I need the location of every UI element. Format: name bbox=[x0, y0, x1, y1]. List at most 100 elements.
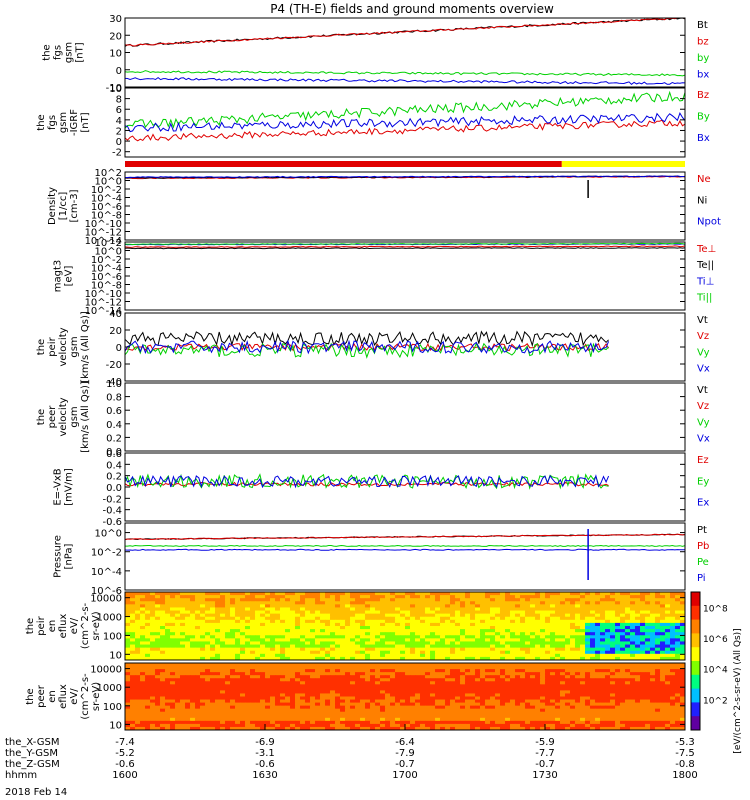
heatmap-cell bbox=[225, 675, 231, 679]
heatmap-cell bbox=[180, 653, 186, 658]
heatmap-cell bbox=[655, 681, 661, 685]
heatmap-cell bbox=[340, 616, 346, 621]
heatmap-cell bbox=[395, 613, 401, 618]
heatmap-cell bbox=[655, 641, 661, 646]
heatmap-cell bbox=[415, 632, 421, 636]
heatmap-cell bbox=[200, 663, 206, 667]
heatmap-cell bbox=[140, 653, 146, 658]
heatmap-cell bbox=[670, 644, 676, 649]
heatmap-cell bbox=[465, 702, 471, 707]
heatmap-cell bbox=[230, 675, 236, 679]
heatmap-cell bbox=[405, 604, 411, 608]
heatmap-cell bbox=[650, 616, 656, 621]
heatmap-cell bbox=[305, 616, 311, 621]
heatmap-cell bbox=[435, 604, 441, 608]
heatmap-cell bbox=[310, 641, 316, 646]
heatmap-cell bbox=[605, 650, 611, 655]
heatmap-cell bbox=[460, 681, 466, 685]
heatmap-cell bbox=[235, 647, 241, 652]
heatmap-cell bbox=[545, 595, 551, 599]
heatmap-cell bbox=[260, 672, 266, 676]
heatmap-cell bbox=[275, 598, 281, 602]
heatmap-cell bbox=[255, 702, 261, 707]
heatmap-cell bbox=[520, 708, 526, 713]
heatmap-cell bbox=[495, 675, 501, 679]
heatmap-cell bbox=[570, 656, 576, 661]
heatmap-cell bbox=[485, 601, 491, 605]
legend-entry: Pb bbox=[697, 541, 709, 552]
heatmap-cell bbox=[320, 672, 326, 676]
heatmap-cell bbox=[560, 616, 566, 621]
heatmap-cell bbox=[160, 666, 166, 670]
heatmap-cell bbox=[555, 607, 561, 612]
heatmap-cell bbox=[410, 699, 416, 704]
heatmap-cell bbox=[215, 675, 221, 679]
heatmap-cell bbox=[525, 720, 531, 725]
heatmap-cell bbox=[485, 672, 491, 676]
heatmap-cell bbox=[280, 641, 286, 646]
heatmap-cell bbox=[515, 622, 521, 627]
heatmap-cell bbox=[625, 684, 631, 688]
heatmap-cell bbox=[515, 607, 521, 612]
heatmap-cell bbox=[510, 622, 516, 627]
heatmap-cell bbox=[330, 675, 336, 679]
heatmap-cell bbox=[555, 699, 561, 704]
heatmap-cell bbox=[190, 641, 196, 646]
heatmap-cell bbox=[670, 653, 676, 658]
heatmap-cell bbox=[430, 666, 436, 670]
heatmap-cell bbox=[430, 604, 436, 608]
heatmap-cell bbox=[225, 696, 231, 701]
heatmap-cell bbox=[550, 687, 556, 691]
heatmap-cell bbox=[500, 656, 506, 661]
heatmap-cell bbox=[585, 717, 591, 722]
heatmap-cell bbox=[550, 690, 556, 694]
heatmap-cell bbox=[285, 595, 291, 599]
heatmap-cell bbox=[350, 653, 356, 658]
heatmap-cell bbox=[255, 684, 261, 688]
heatmap-cell bbox=[355, 595, 361, 599]
heatmap-cell bbox=[260, 647, 266, 652]
heatmap-cell bbox=[255, 647, 261, 652]
heatmap-cell bbox=[680, 666, 686, 670]
heatmap-cell bbox=[520, 641, 526, 646]
heatmap-cell bbox=[355, 644, 361, 649]
heatmap-cell bbox=[400, 696, 406, 701]
heatmap-cell bbox=[375, 641, 381, 646]
heatmap-cell bbox=[535, 693, 541, 697]
heatmap-cell bbox=[205, 666, 211, 670]
heatmap-cell bbox=[265, 666, 271, 670]
heatmap-cell bbox=[465, 613, 471, 618]
heatmap-cell bbox=[525, 641, 531, 646]
heatmap-cell bbox=[560, 610, 566, 615]
heatmap-cell bbox=[645, 711, 651, 716]
heatmap-cell bbox=[535, 672, 541, 676]
heatmap-cell bbox=[390, 678, 396, 682]
heatmap-cell bbox=[345, 622, 351, 627]
heatmap-cell bbox=[480, 702, 486, 707]
heatmap-cell bbox=[135, 616, 141, 621]
heatmap-cell bbox=[455, 717, 461, 722]
heatmap-cell bbox=[600, 681, 606, 685]
heatmap-cell bbox=[420, 708, 426, 713]
heatmap-cell bbox=[280, 619, 286, 624]
heatmap-cell bbox=[405, 678, 411, 682]
heatmap-cell bbox=[310, 711, 316, 716]
heatmap-cell bbox=[395, 629, 401, 633]
heatmap-cell bbox=[505, 675, 511, 679]
heatmap-cell bbox=[185, 641, 191, 646]
heatmap-cell bbox=[500, 720, 506, 725]
heatmap-cell bbox=[630, 601, 636, 605]
heatmap-cell bbox=[645, 705, 651, 710]
heatmap-cell bbox=[645, 656, 651, 661]
heatmap-cell bbox=[505, 717, 511, 722]
heatmap-cell bbox=[260, 610, 266, 615]
heatmap-cell bbox=[395, 708, 401, 713]
heatmap-cell bbox=[385, 681, 391, 685]
heatmap-cell bbox=[595, 696, 601, 701]
heatmap-cell bbox=[630, 647, 636, 652]
heatmap-cell bbox=[520, 610, 526, 615]
heatmap-cell bbox=[205, 669, 211, 673]
heatmap-cell bbox=[365, 607, 371, 612]
heatmap-cell bbox=[595, 717, 601, 722]
heatmap-cell bbox=[570, 699, 576, 704]
